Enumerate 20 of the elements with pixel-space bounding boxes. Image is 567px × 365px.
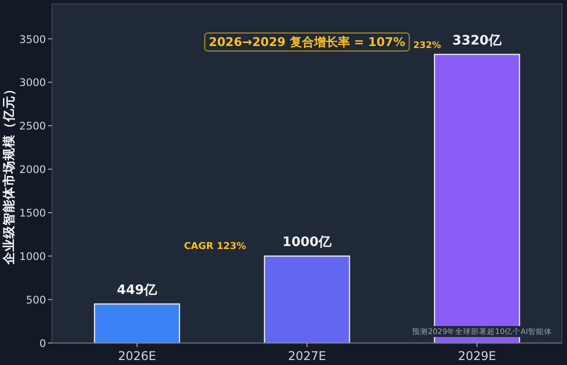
y-axis-title: 企业级智能体市场规模（亿元）	[1, 82, 16, 266]
data-label: 3320亿	[452, 33, 503, 48]
y-tick-label: 1000	[19, 251, 46, 264]
annotation: 232%	[413, 41, 442, 51]
y-tick-label: 2500	[19, 120, 46, 133]
y-tick-label: 0	[39, 338, 46, 350]
y-tick-label: 500	[26, 294, 46, 307]
y-tick-label: 3000	[19, 77, 46, 90]
bar	[264, 255, 350, 344]
x-tick-label: 2026E	[118, 349, 156, 363]
annotation: 2026→2029 复合增长率 = 107%	[208, 35, 406, 49]
y-tick-label: 2000	[19, 164, 46, 176]
x-tick-label: 2027E	[288, 349, 326, 363]
bar	[94, 303, 180, 344]
annotation: CAGR 123%	[184, 241, 247, 252]
y-tick-label: 1500	[19, 208, 46, 220]
x-tick-label: 2029E	[458, 349, 496, 363]
data-label: 1000亿	[282, 235, 333, 250]
data-label: 449亿	[116, 282, 158, 298]
y-tick-label: 3500	[19, 34, 46, 46]
